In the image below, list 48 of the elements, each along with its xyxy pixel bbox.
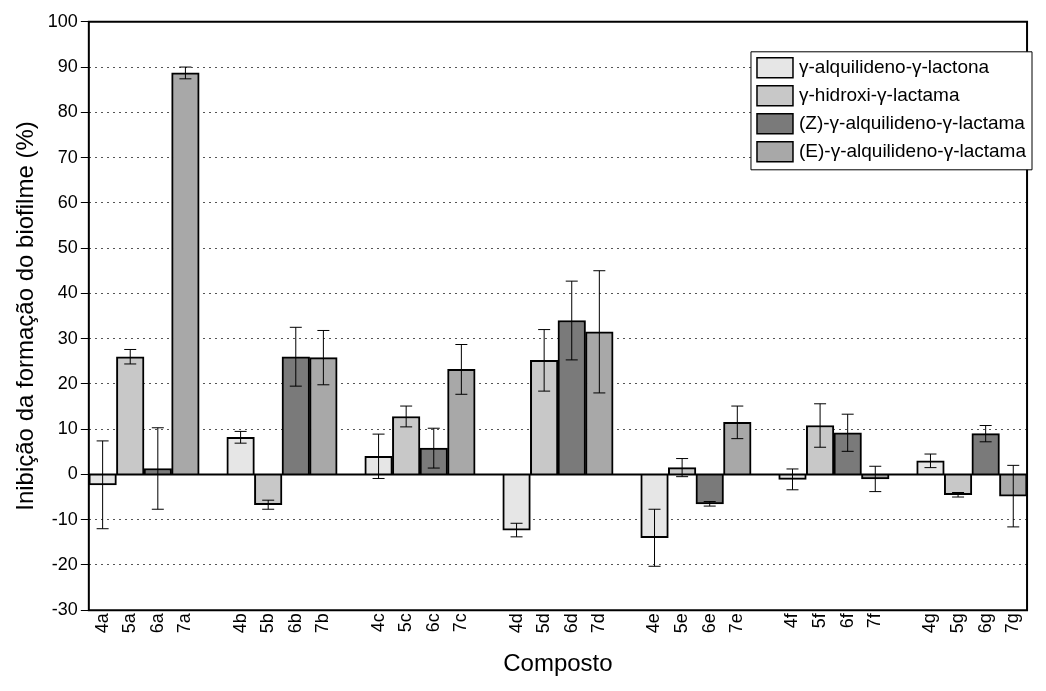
y-tick-label: 20 (57, 372, 78, 393)
x-tick-label: 7g (1002, 613, 1023, 634)
y-tick-label: -30 (51, 599, 78, 620)
x-tick-label: 7e (726, 613, 747, 634)
y-tick-label: -10 (51, 508, 78, 529)
y-tick-label: 0 (67, 463, 78, 484)
x-tick-label: 4g (919, 613, 940, 634)
x-tick-label: 5a (119, 612, 140, 634)
legend-label: (E)-γ-alquilideno-γ-lactama (798, 140, 1027, 162)
y-tick-label: 60 (57, 191, 78, 212)
legend-label: γ-hidroxi-γ-lactama (798, 84, 960, 106)
y-tick-label: 50 (57, 237, 78, 258)
x-tick-label: 6b (284, 613, 305, 634)
y-tick-label: 10 (57, 418, 78, 439)
x-tick-label: 4b (229, 613, 250, 634)
x-tick-label: 6c (422, 613, 443, 633)
x-tick-label: 4e (643, 613, 664, 634)
x-tick-label: 7f (864, 612, 885, 629)
x-tick-label: 4a (91, 612, 112, 634)
x-tick-label: 4d (505, 613, 526, 634)
x-tick-label: 5c (395, 613, 416, 633)
x-tick-label: 7a (174, 612, 195, 634)
x-axis-title: Composto (503, 649, 613, 677)
x-tick-label: 6e (698, 613, 719, 634)
x-tick-label: 7b (312, 613, 333, 634)
x-tick-label: 7c (450, 613, 471, 633)
legend-label: (Z)-γ-alquilideno-γ-lactama (798, 112, 1026, 134)
legend-label: γ-alquilideno-γ-lactona (798, 56, 990, 78)
y-tick-label: -20 (51, 553, 78, 574)
x-tick-label: 6f (836, 612, 857, 629)
x-tick-label: 7d (588, 613, 609, 634)
x-tick-label: 4f (781, 612, 802, 629)
y-tick-label: 40 (57, 282, 78, 303)
x-tick-label: 6g (974, 613, 995, 634)
x-tick-label: 6d (560, 613, 581, 634)
x-tick-label: 5b (257, 613, 278, 634)
x-tick-label: 5f (809, 612, 830, 629)
y-tick-label: 80 (57, 101, 78, 122)
y-tick-label: 100 (47, 10, 78, 31)
x-tick-label: 4c (367, 613, 388, 633)
y-tick-label: 70 (57, 146, 78, 167)
x-tick-label: 6a (146, 612, 167, 634)
y-axis-title: Inibição da formação do biofilme (%) (11, 121, 39, 511)
x-tick-label: 5e (671, 613, 692, 634)
x-tick-label: 5d (533, 613, 554, 634)
y-tick-label: 30 (57, 327, 78, 348)
x-tick-label: 5g (947, 613, 968, 634)
y-tick-label: 90 (57, 56, 78, 77)
